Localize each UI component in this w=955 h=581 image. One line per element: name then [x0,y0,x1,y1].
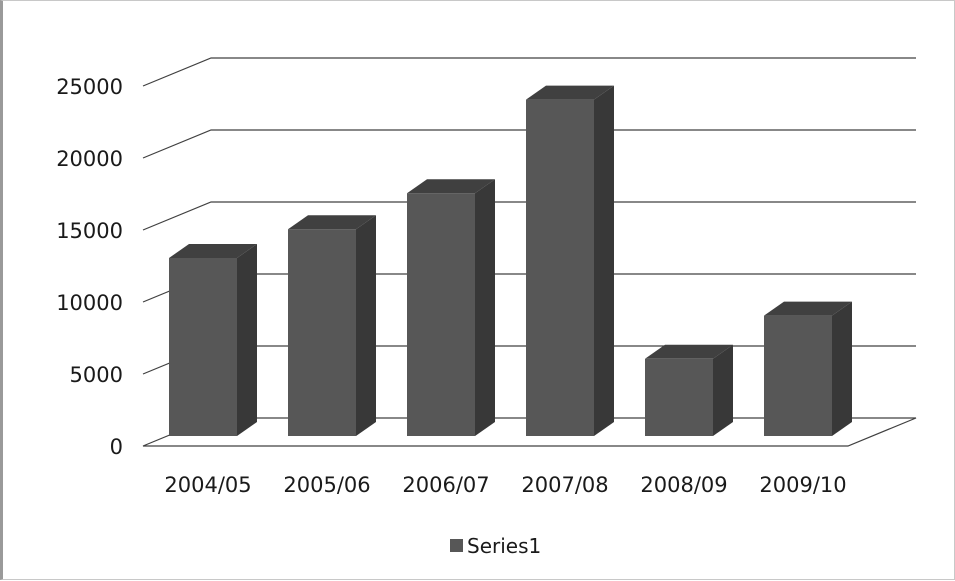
bar-top [526,85,614,100]
legend-swatch [450,539,463,552]
bar-front [169,258,237,436]
bar-side [475,179,495,436]
y-tick-label: 5000 [70,363,123,387]
x-tick-label: 2009/10 [759,473,846,497]
y-tick-label: 0 [110,435,123,459]
bar [764,301,852,436]
bar-front [526,99,594,436]
bar-front [645,358,713,436]
bar [169,244,257,436]
y-tick-label: 20000 [56,147,123,171]
gridline [142,129,916,159]
bar-side [594,85,614,436]
bar-side [713,344,733,436]
x-tick-label: 2004/05 [164,473,251,497]
x-tick-label: 2008/09 [640,473,727,497]
x-tick-label: 2005/06 [283,473,370,497]
bars [169,85,852,436]
bar-side [356,215,376,436]
bar-top [645,344,733,359]
bar [526,85,614,436]
bar-side [237,244,257,436]
x-tick-label: 2007/08 [521,473,608,497]
bar-chart: 0 5000 10000 15000 20000 25000 2004/05 2005/06… [56,57,917,558]
y-tick-label: 15000 [56,219,123,243]
legend: Series1 [450,534,541,558]
x-axis-ticks: 2004/05 2005/06 2006/07 2007/08 2008/09 2009/… [164,473,846,497]
bar [645,344,733,436]
bar-front [764,315,832,436]
x-tick-label: 2006/07 [402,473,489,497]
bar [407,179,495,436]
gridline [142,57,916,87]
bar-top [407,179,495,194]
bar-front [407,193,475,436]
bar-side [832,301,852,436]
bar-top [764,301,852,316]
y-tick-label: 25000 [56,75,123,99]
y-axis-ticks: 0 5000 10000 15000 20000 25000 [56,75,123,459]
gridline [142,201,916,231]
y-tick-label: 10000 [56,291,123,315]
legend-label: Series1 [467,534,541,558]
bar [288,215,376,436]
bar-top [169,244,257,258]
bar-top [288,215,376,230]
bar-front [288,229,356,436]
